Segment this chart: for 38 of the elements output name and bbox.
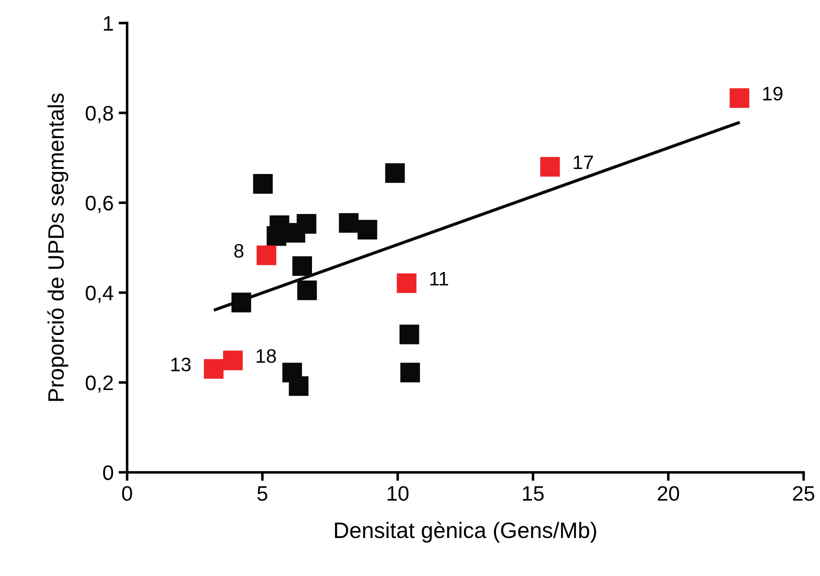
- point: [296, 214, 316, 234]
- x-tick-label: 25: [793, 486, 814, 501]
- point: [338, 213, 359, 233]
- point: [297, 280, 317, 300]
- y-tick-label: 1: [104, 16, 113, 31]
- point: [266, 226, 286, 246]
- point: [253, 174, 273, 194]
- annotation: 11: [430, 272, 448, 286]
- y-tick-label: 0,8: [86, 106, 113, 124]
- point: [385, 163, 405, 183]
- y-axis-title: Proporció de UPDs segmentals: [47, 93, 68, 401]
- annotation: 13: [171, 358, 191, 372]
- y-tick-label: 0,6: [86, 196, 113, 213]
- x-axis-title: Densitat gènica (Gens/Mb): [335, 522, 596, 543]
- x-tick-label: 15: [523, 486, 544, 501]
- x-tick-label: 10: [388, 486, 408, 501]
- x-tick-label: 0: [122, 486, 132, 501]
- point: [223, 350, 243, 370]
- point: [231, 292, 252, 312]
- annotation: 19: [763, 86, 782, 101]
- point: [400, 362, 420, 382]
- annotation: 8: [234, 244, 244, 258]
- annotation: 18: [256, 349, 276, 363]
- annotation: 17: [574, 156, 593, 170]
- x-tick-label: 20: [658, 486, 680, 501]
- point: [400, 324, 420, 344]
- point: [288, 376, 308, 396]
- y-tick-label: 0,2: [86, 375, 113, 393]
- point: [540, 156, 560, 177]
- point: [292, 256, 312, 276]
- y-tick-label: 0,4: [86, 286, 114, 303]
- point: [204, 359, 224, 379]
- x-tick-label: 5: [257, 486, 268, 501]
- point: [396, 273, 416, 293]
- point: [358, 220, 378, 240]
- point: [730, 88, 750, 108]
- point: [256, 245, 276, 266]
- y-tick-label: 0: [103, 465, 114, 480]
